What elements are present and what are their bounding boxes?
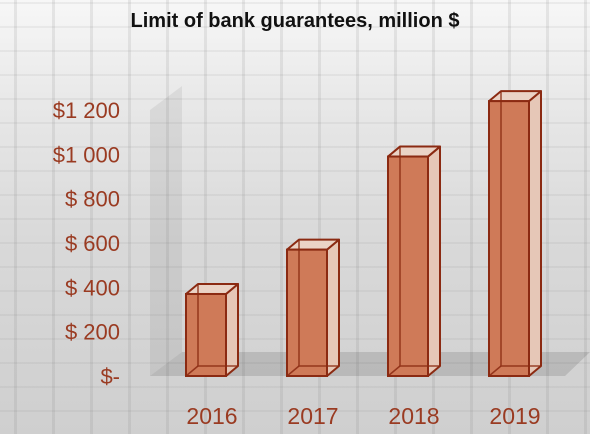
y-tick-label: $- <box>100 364 120 389</box>
bar-front-face <box>387 155 429 377</box>
y-tick-label: $ 200 <box>65 320 120 345</box>
bar-2016 <box>185 282 239 378</box>
bar-front-face <box>488 100 530 377</box>
y-tick-label: $1 200 <box>53 98 120 123</box>
bar-floor-edge <box>185 365 199 377</box>
y-tick-label: $1 000 <box>53 142 120 167</box>
x-tick-label: 2018 <box>388 403 439 429</box>
y-tick-label: $ 600 <box>65 231 120 256</box>
bar-floor-edge <box>286 365 300 377</box>
bar-front-face <box>286 248 328 377</box>
x-tick-label: 2017 <box>287 403 338 429</box>
bar-2017 <box>286 238 340 377</box>
bar-2019 <box>488 90 542 377</box>
x-tick-label: 2019 <box>489 403 540 429</box>
chart-title: Limit of bank guarantees, million $ <box>130 10 460 32</box>
y-tick-label: $ 400 <box>65 275 120 300</box>
bar-front-face <box>185 292 227 378</box>
bar-floor-edge <box>488 365 502 377</box>
bar-side-face <box>225 282 239 377</box>
bar-side-face <box>326 238 340 377</box>
bar-side-face <box>427 145 441 377</box>
bar-2018 <box>387 145 441 377</box>
chart-floor <box>150 352 590 376</box>
bar-floor-edge <box>387 365 401 377</box>
x-tick-label: 2016 <box>186 403 237 429</box>
bars-group <box>185 90 542 378</box>
x-axis-ticks: 2016 2017 2018 2019 <box>186 403 540 429</box>
y-tick-label: $ 800 <box>65 187 120 212</box>
bar-side-face <box>528 90 542 377</box>
y-axis-ticks: $- $ 200 $ 400 $ 600 $ 800 $1 000 $1 200 <box>53 98 120 389</box>
chart-back-wall <box>150 86 182 376</box>
